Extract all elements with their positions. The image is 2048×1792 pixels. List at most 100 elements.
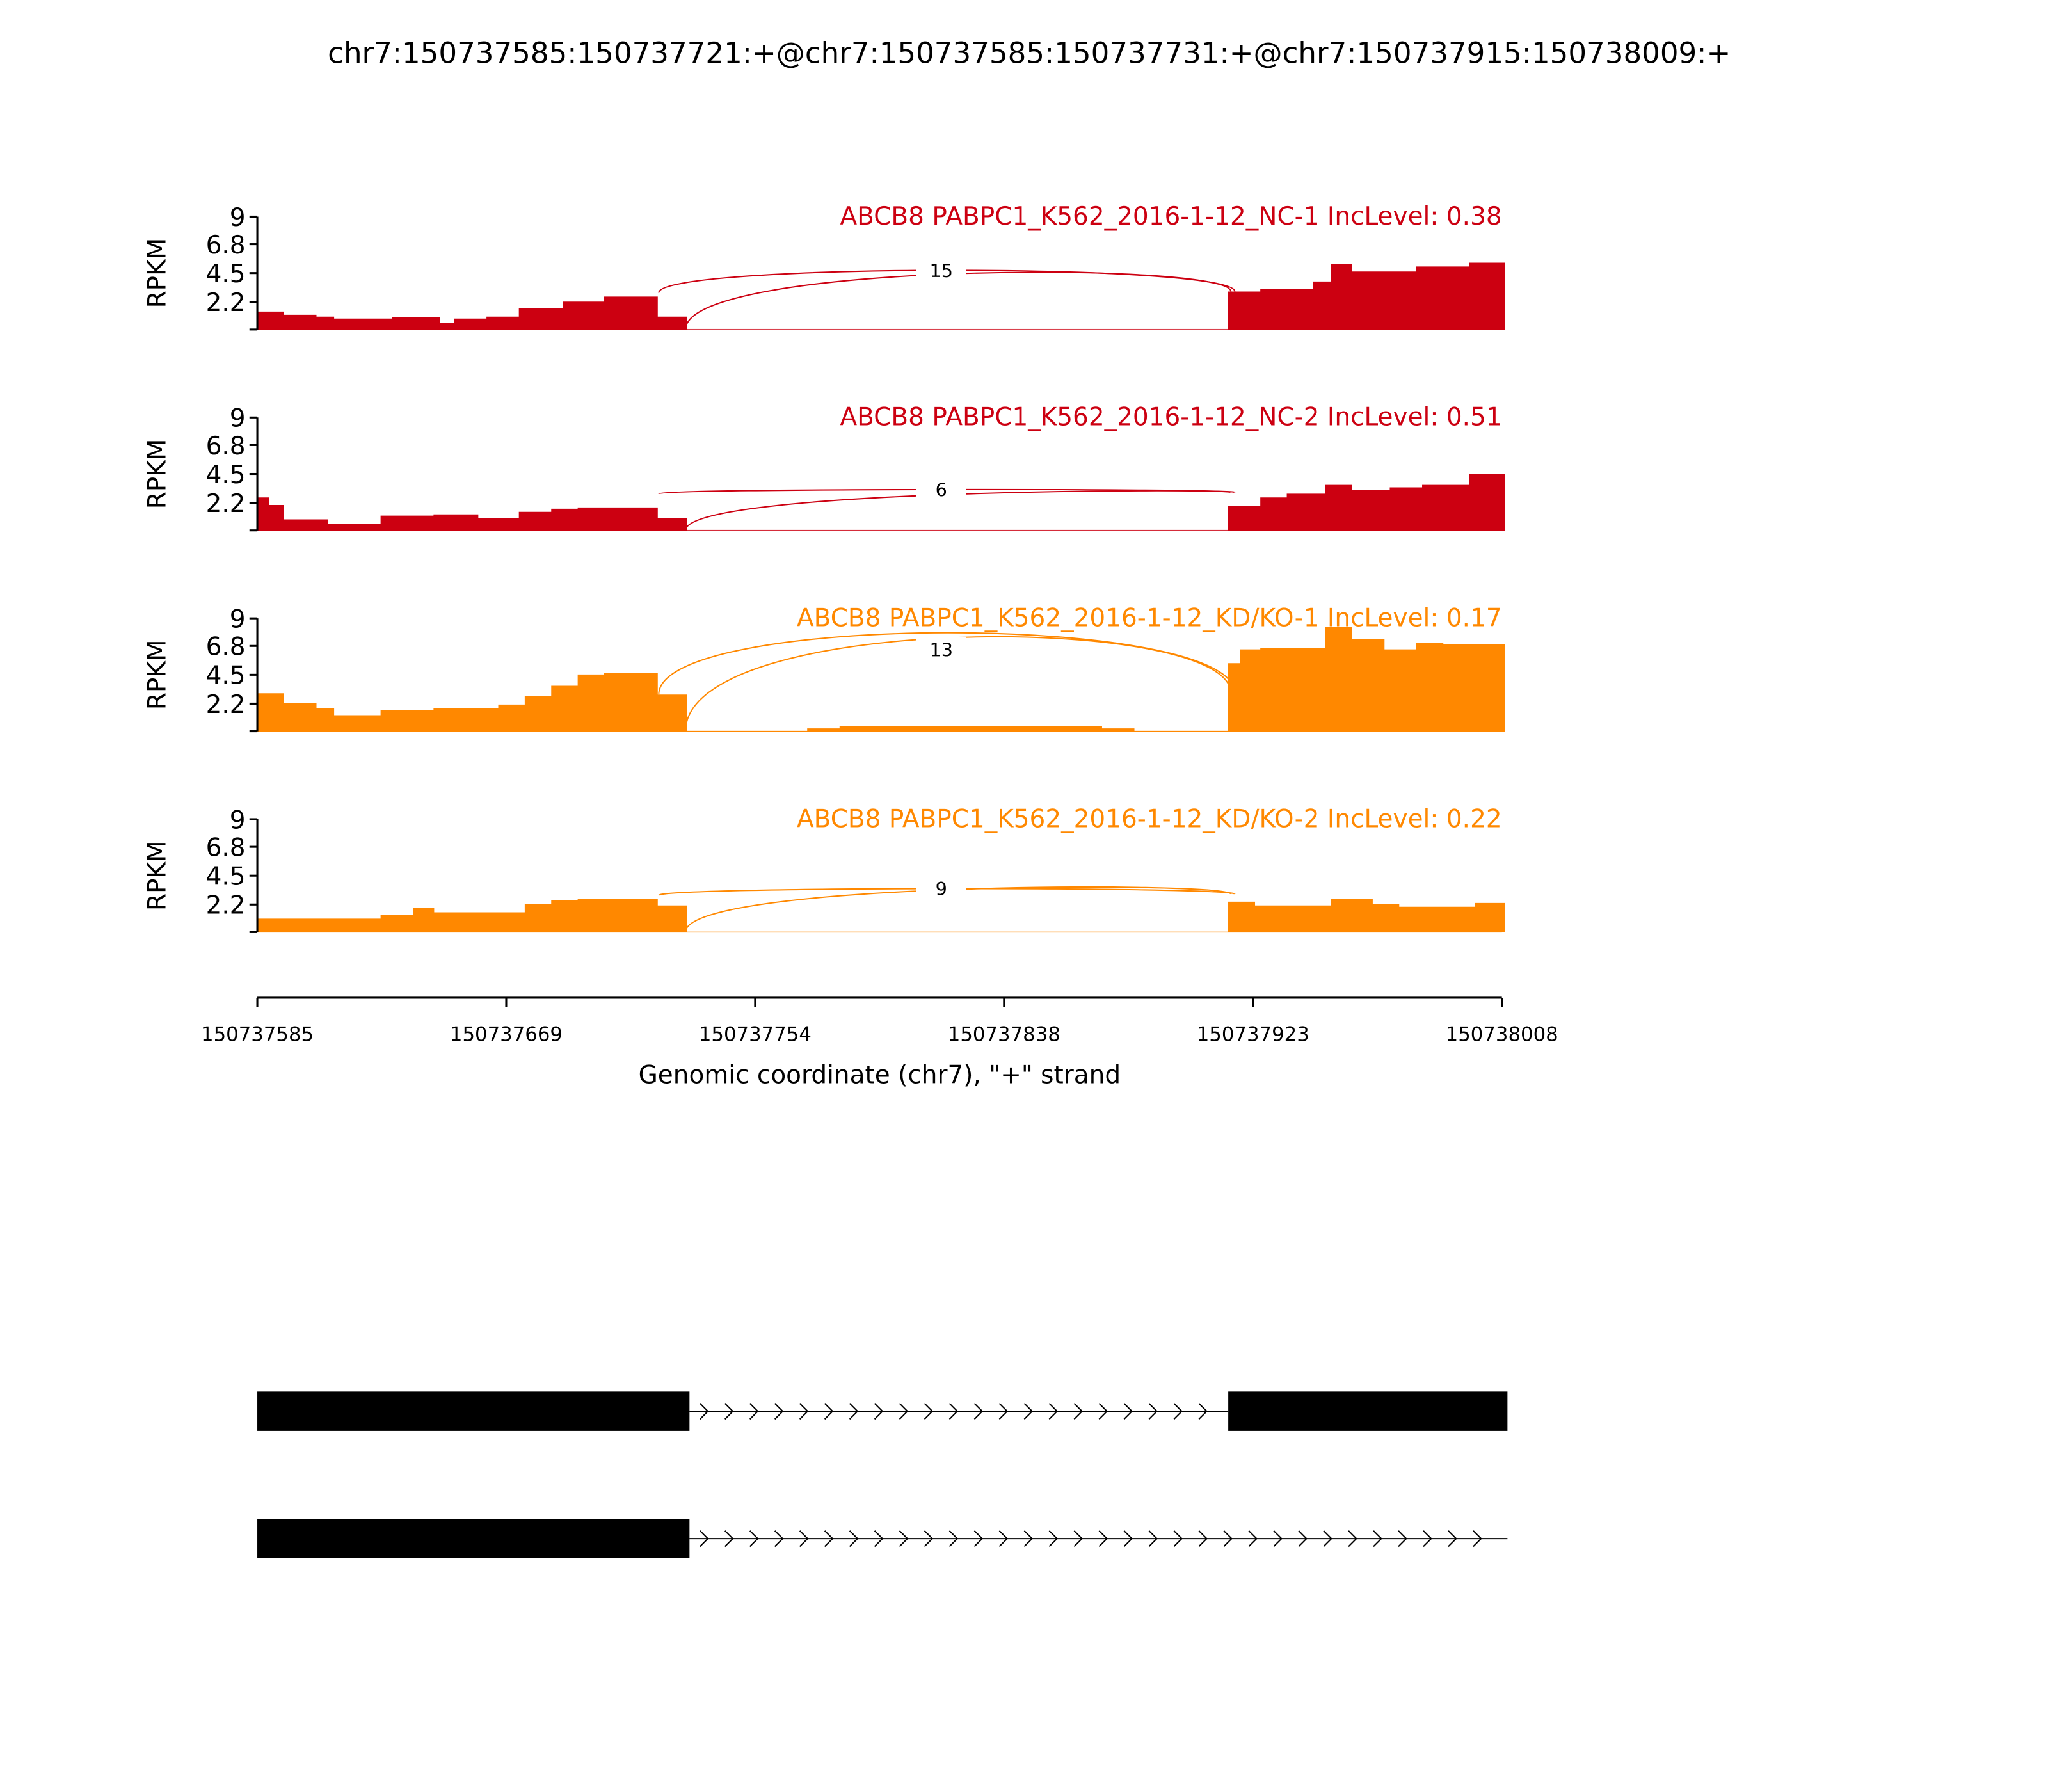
strand-arrow-icon xyxy=(1448,1530,1457,1548)
strand-arrow-icon xyxy=(948,1530,959,1548)
strand-arrow-icon xyxy=(973,1403,984,1420)
y-tick-label: 9 xyxy=(230,605,246,634)
isoform xyxy=(257,1391,1508,1431)
x-tick-label: 150737923 xyxy=(1197,1023,1309,1046)
exon-block xyxy=(1228,1391,1508,1431)
strand-arrow-icon xyxy=(1198,1403,1208,1420)
y-tick-label: 9 xyxy=(230,806,246,835)
strand-arrow-icon xyxy=(700,1403,709,1420)
strand-arrow-icon xyxy=(1098,1530,1108,1548)
exon-block xyxy=(257,1391,690,1431)
sample-title: ABCB8 PABPC1_K562_2016-1-12_KD/KO-1 IncL… xyxy=(797,604,1502,632)
strand-arrow-icon xyxy=(1398,1530,1407,1548)
y-axis-label: RPKM xyxy=(143,439,172,509)
sample-title: ABCB8 PABPC1_K562_2016-1-12_NC-2 IncLeve… xyxy=(840,403,1502,432)
sample-panel: 13 96.84.52.2 RPKM ABCB8 PABPC1_K562_2016-1… xyxy=(143,604,1505,733)
strand-arrow-icon xyxy=(1023,1403,1034,1420)
strand-arrow-icon xyxy=(899,1530,909,1548)
y-tick-label: 4.5 xyxy=(206,863,246,892)
strand-arrow-icon xyxy=(774,1403,784,1420)
strand-arrow-icon xyxy=(749,1403,759,1420)
strand-arrow-icon xyxy=(1198,1530,1208,1548)
strand-arrow-icon xyxy=(799,1403,809,1420)
strand-arrow-icon xyxy=(1123,1403,1133,1420)
gene-model xyxy=(257,1391,1508,1558)
strand-arrow-icon xyxy=(1273,1530,1283,1548)
strand-arrow-icon xyxy=(874,1403,884,1420)
y-tick-label: 6.8 xyxy=(206,231,246,260)
y-tick-label: 9 xyxy=(230,204,246,232)
x-tick-label: 150737838 xyxy=(948,1023,1060,1046)
strand-arrow-icon xyxy=(1098,1403,1108,1420)
y-tick-label: 4.5 xyxy=(206,662,246,691)
strand-arrow-icon xyxy=(799,1530,809,1548)
strand-arrow-icon xyxy=(700,1530,709,1548)
strand-arrow-icon xyxy=(1023,1530,1034,1548)
strand-arrow-icon xyxy=(874,1530,884,1548)
strand-arrow-icon xyxy=(1173,1403,1183,1420)
y-tick-label: 6.8 xyxy=(206,432,246,461)
strand-arrow-icon xyxy=(1048,1403,1059,1420)
strand-arrow-icon xyxy=(1423,1530,1432,1548)
strand-arrow-icon xyxy=(724,1530,734,1548)
y-tick-label: 2.2 xyxy=(206,892,246,920)
strand-arrow-icon xyxy=(973,1530,984,1548)
strand-arrow-icon xyxy=(1373,1530,1382,1548)
exon-block xyxy=(257,1519,690,1558)
strand-arrow-icon xyxy=(1073,1530,1084,1548)
strand-arrow-icon xyxy=(1073,1403,1084,1420)
junction-arc xyxy=(658,632,1236,695)
y-tick-label: 2.2 xyxy=(206,289,246,317)
strand-arrow-icon xyxy=(924,1403,934,1420)
x-axis: 150737585 150737669 150737754 150737838 1507… xyxy=(201,996,1558,1046)
strand-arrow-icon xyxy=(1298,1530,1308,1548)
junction-label: 6 xyxy=(936,479,947,500)
strand-arrow-icon xyxy=(1173,1530,1183,1548)
coverage-area xyxy=(257,262,1505,330)
sample-title: ABCB8 PABPC1_K562_2016-1-12_KD/KO-2 IncL… xyxy=(797,804,1502,833)
strand-arrow-icon xyxy=(1348,1530,1357,1548)
strand-arrow-icon xyxy=(1048,1530,1059,1548)
coverage-area xyxy=(257,899,1505,932)
x-axis-label: Genomic coordinate (chr7), "+" strand xyxy=(639,1060,1121,1089)
strand-arrow-icon xyxy=(899,1403,909,1420)
y-tick-label: 4.5 xyxy=(206,260,246,289)
strand-arrow-icon xyxy=(849,1530,859,1548)
strand-arrow-icon xyxy=(849,1403,859,1420)
x-tick-label: 150738008 xyxy=(1446,1023,1558,1046)
junction-label: 13 xyxy=(930,639,954,661)
y-tick-label: 9 xyxy=(230,404,246,433)
strand-arrow-icon xyxy=(998,1403,1009,1420)
strand-arrow-icon xyxy=(924,1530,934,1548)
junction-label: 9 xyxy=(936,878,947,900)
junction-label-bg xyxy=(916,476,966,500)
junction-label-bg xyxy=(916,876,966,900)
y-tick-label: 2.2 xyxy=(206,490,246,518)
strand-arrow-icon xyxy=(1148,1530,1158,1548)
strand-arrow-icon xyxy=(948,1403,959,1420)
x-tick-label: 150737669 xyxy=(450,1023,563,1046)
x-tick-label: 150737754 xyxy=(699,1023,812,1046)
y-axis-label: RPKM xyxy=(143,639,172,710)
sample-title: ABCB8 PABPC1_K562_2016-1-12_NC-1 IncLeve… xyxy=(840,202,1502,231)
y-tick-label: 6.8 xyxy=(206,833,246,862)
y-axis-label: RPKM xyxy=(143,840,172,911)
strand-arrow-icon xyxy=(1473,1530,1482,1548)
strand-arrow-icon xyxy=(1148,1403,1158,1420)
strand-arrow-icon xyxy=(1323,1530,1332,1548)
strand-arrow-icon xyxy=(824,1530,834,1548)
sample-panel: 15 96.84.52.2 RPKM ABCB8 PABPC1_K562_2016-1… xyxy=(143,202,1505,331)
strand-arrow-icon xyxy=(998,1530,1009,1548)
strand-arrow-icon xyxy=(749,1530,759,1548)
strand-arrow-icon xyxy=(1223,1530,1233,1548)
strand-arrow-icon xyxy=(1248,1530,1258,1548)
strand-arrow-icon xyxy=(1123,1530,1133,1548)
x-tick-label: 150737585 xyxy=(201,1023,314,1046)
y-tick-label: 6.8 xyxy=(206,633,246,662)
y-axis-label: RPKM xyxy=(143,238,172,308)
junction-label-bg xyxy=(916,257,966,281)
y-tick-label: 2.2 xyxy=(206,691,246,719)
y-tick-label: 4.5 xyxy=(206,461,246,490)
